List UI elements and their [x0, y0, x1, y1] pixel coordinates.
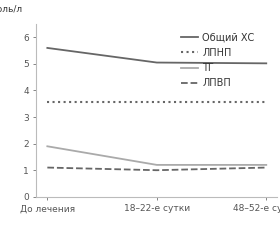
ТГ [265, 163, 268, 166]
ЛПВП [265, 166, 268, 169]
ТГ [46, 145, 49, 148]
Line: Общий ХС: Общий ХС [47, 48, 266, 63]
ТГ [155, 163, 158, 166]
Line: ЛПВП: ЛПВП [47, 168, 266, 170]
Text: ммоль/л: ммоль/л [0, 5, 23, 14]
ЛПНП [46, 101, 49, 104]
ЛПВП [46, 166, 49, 169]
Line: ТГ: ТГ [47, 146, 266, 165]
ЛПНП [155, 101, 158, 104]
ЛПВП [155, 169, 158, 172]
Legend: Общий ХС, ЛПНП, ТГ, ЛПВП: Общий ХС, ЛПНП, ТГ, ЛПВП [181, 32, 255, 88]
Общий ХС [155, 61, 158, 64]
Общий ХС [46, 47, 49, 49]
Общий ХС [265, 62, 268, 65]
ЛПНП [265, 101, 268, 104]
